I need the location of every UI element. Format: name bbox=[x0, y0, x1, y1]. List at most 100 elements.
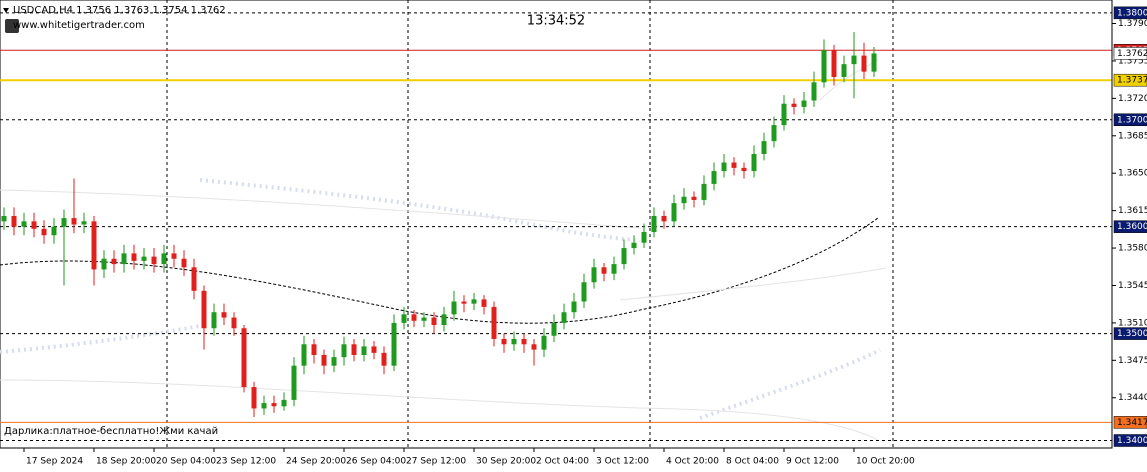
candle-body bbox=[431, 317, 437, 326]
band-line bbox=[0, 189, 641, 229]
candle-body bbox=[201, 290, 207, 329]
candle-body bbox=[331, 357, 337, 366]
candle-body bbox=[551, 322, 557, 336]
level-label: 1.3400 bbox=[1117, 436, 1147, 446]
candle-body bbox=[41, 228, 47, 236]
x-tick-label: 30 Sep 20:00 bbox=[476, 457, 536, 467]
candle-body bbox=[111, 258, 117, 265]
candle-body bbox=[31, 221, 37, 229]
level-label-box bbox=[1113, 6, 1147, 20]
candle-body bbox=[691, 196, 697, 200]
logo bbox=[5, 19, 19, 33]
candle-body bbox=[191, 267, 197, 291]
candle-body bbox=[721, 162, 727, 172]
candle-body bbox=[161, 253, 167, 265]
x-tick-label: 23 Sep 12:00 bbox=[216, 457, 276, 467]
candle-body bbox=[281, 399, 287, 407]
x-tick-label: 8 Oct 04:00 bbox=[726, 457, 779, 467]
candles bbox=[1, 32, 877, 417]
candle-body bbox=[121, 253, 127, 265]
x-tick-label: 3 Oct 12:00 bbox=[596, 457, 649, 467]
candle-body bbox=[571, 301, 577, 313]
candle-body bbox=[701, 183, 707, 200]
level-label-box bbox=[1113, 416, 1147, 429]
header: USDCAD,H4 1.3756 1.3763 1.3754 1.3762 bbox=[13, 5, 226, 16]
candle-body bbox=[751, 153, 757, 172]
candle-body bbox=[291, 365, 297, 400]
candle-body bbox=[481, 299, 487, 307]
x-tick-label: 18 Sep 20:00 bbox=[96, 457, 156, 467]
candle-body bbox=[441, 314, 447, 326]
band-upper bbox=[199, 178, 641, 242]
candle-body bbox=[711, 171, 717, 184]
candle-body bbox=[381, 352, 387, 366]
candle-body bbox=[801, 100, 807, 107]
candle-body bbox=[91, 221, 97, 270]
candle-body bbox=[461, 301, 467, 304]
watermark: www.whitetigertrader.com bbox=[13, 20, 145, 31]
level-label-box bbox=[1113, 434, 1147, 447]
candle-body bbox=[841, 64, 847, 77]
candle-body bbox=[501, 338, 507, 345]
x-tick-label: 27 Sep 12:00 bbox=[406, 457, 466, 467]
band-line bbox=[619, 267, 887, 301]
candle-body bbox=[141, 256, 147, 261]
candle-body bbox=[451, 301, 457, 315]
y-tick-label: 1.3685 bbox=[1118, 131, 1147, 141]
candle-body bbox=[21, 221, 27, 227]
candle-body bbox=[621, 248, 627, 265]
candle-body bbox=[81, 221, 87, 225]
candle-body bbox=[361, 346, 367, 355]
candle-body bbox=[581, 282, 587, 302]
level-label-box bbox=[1113, 113, 1147, 127]
candle-body bbox=[811, 82, 817, 101]
level-label: 1.3762 bbox=[1117, 49, 1147, 59]
candle-body bbox=[321, 354, 327, 366]
candle-body bbox=[211, 312, 217, 329]
candle-body bbox=[1, 215, 7, 222]
candle-body bbox=[541, 335, 547, 350]
candle-body bbox=[631, 242, 637, 249]
y-tick-label: 1.3650 bbox=[1118, 169, 1147, 179]
level-label-box bbox=[1113, 327, 1147, 340]
candle-body bbox=[261, 403, 267, 409]
candle-body bbox=[471, 299, 477, 304]
candle-body bbox=[101, 258, 107, 270]
x-tick-label: 9 Oct 12:00 bbox=[786, 457, 839, 467]
x-tick-label: 17 Sep 2024 bbox=[26, 457, 83, 467]
candle-body bbox=[131, 253, 137, 261]
candle-body bbox=[391, 322, 397, 366]
x-tick-label: 26 Sep 04:00 bbox=[346, 457, 406, 467]
candle-body bbox=[61, 218, 67, 227]
candle-body bbox=[341, 344, 347, 358]
x-tick-label: 10 Oct 20:00 bbox=[856, 457, 915, 467]
candle-body bbox=[311, 344, 317, 355]
candle-body bbox=[71, 218, 77, 225]
y-tick-label: 1.3790 bbox=[1118, 19, 1147, 29]
candle-body bbox=[241, 328, 247, 388]
y-tick-label: 1.3615 bbox=[1118, 206, 1147, 216]
candle-body bbox=[771, 125, 777, 142]
level-label-box bbox=[1113, 73, 1147, 87]
axis-labels: 1.3790 1.3755 1.3720 1.3685 1.3650 1.3615 1.35… bbox=[23, 6, 1147, 467]
candle-body bbox=[271, 403, 277, 407]
candle-body bbox=[301, 344, 307, 366]
candle-body bbox=[791, 103, 797, 107]
y-tick-label: 1.3580 bbox=[1118, 244, 1147, 254]
x-tick-label: 24 Sep 20:00 bbox=[286, 457, 346, 467]
candle-body bbox=[221, 312, 227, 318]
y-tick-label: 1.3545 bbox=[1118, 281, 1147, 291]
candle-body bbox=[861, 55, 867, 72]
level-label: 1.3500 bbox=[1117, 329, 1147, 339]
candle-body bbox=[601, 267, 607, 274]
timer: 13:34:52 bbox=[527, 14, 585, 29]
x-tick-label: 20 Sep 04:00 bbox=[156, 457, 216, 467]
band-lower bbox=[699, 348, 881, 420]
candle-body bbox=[681, 196, 687, 204]
y-tick-label: 1.3475 bbox=[1118, 356, 1147, 366]
candle-body bbox=[671, 203, 677, 222]
candle-body bbox=[401, 314, 407, 323]
y-tick-label: 1.3720 bbox=[1118, 94, 1147, 104]
